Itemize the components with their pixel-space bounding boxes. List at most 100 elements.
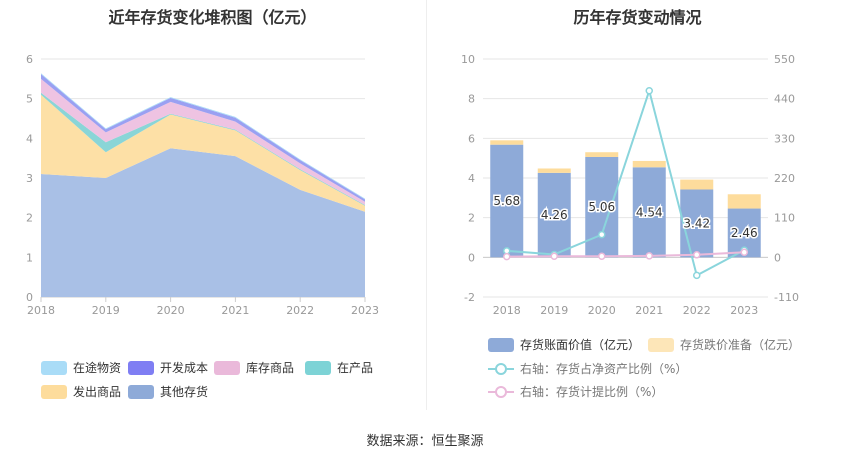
- line-point: [598, 230, 606, 239]
- y-tick-label: 5: [26, 93, 33, 106]
- area-series: [41, 92, 365, 206]
- x-tick-label: 2023: [730, 304, 758, 317]
- bar-impairment: [632, 160, 666, 168]
- bar-value-label: 4.26: [541, 208, 568, 222]
- legend-label: 在产品: [337, 361, 374, 375]
- line-series: [506, 251, 745, 258]
- data-source-note: 数据来源：恒生聚源: [366, 434, 484, 449]
- y2-tick-label: 0: [774, 251, 781, 264]
- bar-book-value: [585, 156, 619, 258]
- bar-book-value: [537, 172, 571, 258]
- bar-value-label: 5.06: [588, 200, 615, 214]
- y-tick-label: 6: [468, 132, 475, 145]
- y2-tick-label: 550: [774, 53, 795, 66]
- y-tick-label: 3: [26, 172, 33, 185]
- area-series: [41, 94, 365, 212]
- left-chart-title: 近年存货变化堆积图（亿元）: [108, 8, 317, 27]
- y2-tick-label: 440: [774, 93, 795, 106]
- line-point: [645, 252, 653, 260]
- line-series: [506, 87, 745, 277]
- line-point: [740, 248, 748, 257]
- charts-canvas: 0 1 2 3 4 5 6 2018 2019 2020 2021 2022 2023 -2 0 2 4 6 8 10…: [26, 53, 799, 317]
- legend-item-provision-ratio[interactable]: 右轴：存货计提比例（%）: [488, 383, 663, 400]
- legend-swatch: [41, 360, 67, 375]
- legend-item-other-inventory[interactable]: 其他存货: [128, 383, 208, 400]
- y-tick-label: 2: [26, 212, 33, 225]
- legend-label: 库存商品: [246, 361, 295, 375]
- y-tick-label: 2: [468, 212, 475, 225]
- legend-swatch: [214, 360, 240, 375]
- legend-swatch: [305, 360, 331, 375]
- x-tick-label: 2020: [588, 304, 616, 317]
- legend-label: 右轴：存货计提比例（%）: [520, 385, 664, 399]
- line-point: [550, 252, 558, 261]
- bar-impairment: [680, 179, 714, 190]
- y-tick-label: 10: [461, 53, 475, 66]
- x-tick-label: 2022: [683, 304, 711, 317]
- legend-label: 发出商品: [73, 385, 122, 399]
- x-tick-label: 2019: [92, 304, 120, 317]
- legend-label: 右轴：存货占净资产比例（%）: [520, 362, 688, 376]
- legend-item-shipped-goods[interactable]: 发出商品: [41, 383, 121, 400]
- bar-book-value: [632, 167, 666, 258]
- bar-book-value: [490, 144, 524, 258]
- legend-item-wip[interactable]: 在产品: [305, 359, 373, 376]
- right-chart-title: 历年存货变动情况: [573, 8, 702, 27]
- legend-item-book-value[interactable]: 存货账面价值（亿元）: [488, 336, 640, 353]
- panel-divider: [426, 0, 427, 410]
- y-tick-label: 6: [26, 53, 33, 66]
- bar-impairment: [537, 168, 571, 173]
- legend-item-in-transit[interactable]: 在途物资: [41, 359, 121, 376]
- y-tick-label: 4: [26, 132, 33, 145]
- x-tick-label: 2018: [27, 304, 55, 317]
- line-point: [693, 251, 701, 259]
- legend-label: 存货跌价准备（亿元）: [680, 338, 801, 352]
- bar-impairment: [490, 140, 524, 145]
- legend-swatch: [648, 337, 674, 352]
- legend-swatch: [128, 384, 154, 399]
- x-tick-label: 2021: [635, 304, 663, 317]
- y2-tick-label: 330: [774, 132, 795, 145]
- bar-value-label: 3.42: [683, 216, 710, 230]
- legend-swatch: [128, 360, 154, 375]
- area-series: [41, 78, 365, 205]
- legend-label: 开发成本: [160, 361, 209, 375]
- line-point: [645, 86, 653, 95]
- legend-label: 在途物资: [73, 361, 122, 375]
- bar-impairment: [585, 152, 619, 157]
- y2-tick-label: 110: [774, 212, 795, 225]
- legend-item-impairment[interactable]: 存货跌价准备（亿元）: [648, 336, 800, 353]
- y2-tick-label: 220: [774, 172, 795, 185]
- line-point: [598, 252, 606, 261]
- legend-label: 其他存货: [160, 385, 209, 399]
- x-tick-label: 2021: [221, 304, 249, 317]
- y-tick-label: 1: [26, 251, 33, 264]
- y2-tick-label: -110: [774, 291, 799, 304]
- bar-impairment: [727, 194, 761, 209]
- x-tick-label: 2019: [540, 304, 568, 317]
- bar-value-label: 2.46: [731, 226, 758, 240]
- y-tick-label: -2: [464, 291, 475, 304]
- legend-label: 存货账面价值（亿元）: [520, 338, 641, 352]
- legend-swatch: [41, 384, 67, 399]
- y-tick-label: 0: [26, 291, 33, 304]
- bar-value-label: 4.54: [636, 205, 663, 219]
- area-series: [41, 148, 365, 297]
- y-tick-label: 0: [468, 251, 475, 264]
- line-point: [503, 252, 511, 261]
- legend-item-inventory-ratio[interactable]: 右轴：存货占净资产比例（%）: [488, 360, 687, 377]
- legend-item-dev-cost[interactable]: 开发成本: [128, 359, 208, 376]
- legend-line-marker: [488, 362, 514, 376]
- line-point: [693, 271, 701, 280]
- legend-swatch: [488, 337, 514, 352]
- y-tick-label: 8: [468, 93, 475, 106]
- x-tick-label: 2022: [286, 304, 314, 317]
- x-tick-label: 2020: [157, 304, 185, 317]
- x-tick-label: 2023: [351, 304, 379, 317]
- x-tick-label: 2018: [493, 304, 521, 317]
- y-tick-label: 4: [468, 172, 475, 185]
- bar-book-value: [680, 189, 714, 258]
- legend-item-inventory-goods[interactable]: 库存商品: [214, 359, 294, 376]
- legend-line-marker: [488, 385, 514, 399]
- bar-value-label: 5.68: [493, 194, 520, 208]
